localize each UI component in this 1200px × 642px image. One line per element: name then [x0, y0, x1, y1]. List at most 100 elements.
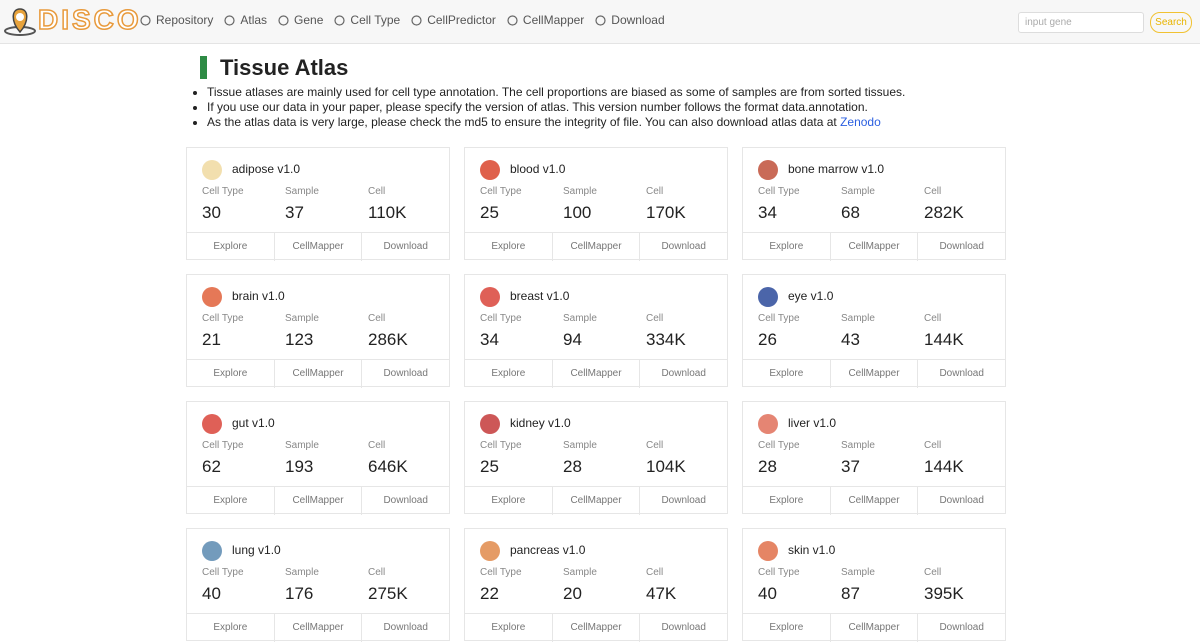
stat-label: Cell: [924, 567, 942, 578]
nav-item[interactable]: CellMapper: [507, 13, 584, 27]
card-action[interactable]: Explore: [491, 622, 526, 633]
stat-value: 193: [285, 457, 314, 476]
card-actions: Explore CellMapper Download: [743, 613, 1005, 642]
stat-value: 21: [202, 330, 221, 349]
stat-label: Cell Type: [480, 567, 522, 578]
tissue-icon: [758, 287, 778, 307]
tissue-name: lung v1.0: [232, 543, 281, 557]
card-action[interactable]: Explore: [213, 241, 248, 252]
search-input[interactable]: input gene: [1018, 12, 1144, 33]
stat-label: Cell: [368, 186, 386, 197]
stat-value: 43: [841, 330, 860, 349]
card-action[interactable]: Download: [639, 233, 727, 261]
nav-icon: [224, 14, 235, 26]
stat-label: Cell Type: [758, 186, 800, 197]
card-action[interactable]: Download: [361, 233, 449, 261]
card-action[interactable]: Download: [917, 360, 1005, 388]
nav-label[interactable]: CellPredictor: [427, 13, 496, 27]
card-action[interactable]: Download: [361, 614, 449, 642]
card-action[interactable]: CellMapper: [829, 487, 918, 515]
search-button[interactable]: Search: [1150, 12, 1192, 33]
card-action[interactable]: Download: [361, 487, 449, 515]
card-actions: Explore CellMapper Download: [743, 232, 1005, 261]
card-action[interactable]: CellMapper: [273, 360, 362, 388]
card-action[interactable]: CellMapper: [551, 360, 640, 388]
tissue-icon: [758, 160, 778, 180]
stat-label: Cell: [646, 186, 664, 197]
card-action[interactable]: Explore: [769, 241, 804, 252]
page-title: Tissue Atlas: [220, 55, 349, 80]
card-action[interactable]: CellMapper: [551, 233, 640, 261]
nav-item[interactable]: Download: [595, 13, 665, 27]
card-action[interactable]: CellMapper: [829, 360, 918, 388]
tissue-name: liver v1.0: [788, 416, 837, 430]
stat-value: 25: [480, 203, 499, 222]
card-action[interactable]: Explore: [491, 241, 526, 252]
tissue-icon: [758, 541, 778, 561]
stat-label: Sample: [841, 440, 875, 451]
card-action[interactable]: Explore: [769, 622, 804, 633]
stat-value: 123: [285, 330, 314, 349]
nav-label[interactable]: Gene: [294, 13, 324, 27]
card-action[interactable]: Explore: [491, 495, 526, 506]
stat-label: Sample: [841, 567, 875, 578]
tissue-icon: [480, 414, 500, 434]
stat-label: Cell Type: [202, 313, 244, 324]
page: DISCO Repository Atlas Gene Cell Type CellPr…: [0, 0, 1200, 607]
card-action[interactable]: Explore: [213, 622, 248, 633]
stat-label: Cell Type: [202, 567, 244, 578]
card-action[interactable]: Download: [639, 360, 727, 388]
tissue-name: kidney v1.0: [510, 416, 571, 430]
nav-item[interactable]: Atlas: [224, 13, 267, 27]
logo[interactable]: DISCO: [37, 3, 142, 36]
card-action[interactable]: Download: [361, 360, 449, 388]
card-action[interactable]: CellMapper: [551, 614, 640, 642]
stat-label: Cell Type: [480, 313, 522, 324]
stat-value: 275K: [368, 584, 408, 603]
nav-label[interactable]: Repository: [156, 13, 214, 27]
note: If you use our data in your paper, pleas…: [207, 100, 905, 115]
card-action[interactable]: Explore: [213, 495, 248, 506]
stat-value: 334K: [646, 330, 686, 349]
nav-item[interactable]: Cell Type: [334, 13, 400, 27]
card-action[interactable]: CellMapper: [829, 233, 918, 261]
tissue-icon: [480, 287, 500, 307]
nav-label[interactable]: Cell Type: [350, 13, 401, 27]
card-action[interactable]: Download: [917, 614, 1005, 642]
nav-label[interactable]: Download: [611, 13, 665, 27]
stat-label: Cell Type: [202, 440, 244, 451]
stat-value: 144K: [924, 330, 964, 349]
card-action[interactable]: CellMapper: [829, 614, 918, 642]
card-action[interactable]: CellMapper: [273, 487, 362, 515]
card-actions: Explore CellMapper Download: [465, 613, 727, 642]
card-action[interactable]: CellMapper: [551, 487, 640, 515]
stat-value: 20: [563, 584, 582, 603]
stat-value: 34: [758, 203, 777, 222]
stat-label: Sample: [563, 313, 597, 324]
card-action[interactable]: Download: [639, 487, 727, 515]
note: As the atlas data is very large, please …: [207, 115, 905, 130]
nav-item[interactable]: Repository: [140, 13, 213, 27]
stat-value: 34: [480, 330, 499, 349]
card-action[interactable]: Explore: [769, 368, 804, 379]
tissue-icon: [202, 160, 222, 180]
stat-value: 37: [841, 457, 860, 476]
nav-icon: [507, 14, 518, 26]
stat-value: 26: [758, 330, 777, 349]
card-action[interactable]: Explore: [213, 368, 248, 379]
tissue-name: blood v1.0: [510, 162, 566, 176]
stat-label: Sample: [841, 186, 875, 197]
card-action[interactable]: CellMapper: [273, 233, 362, 261]
card-action[interactable]: Explore: [491, 368, 526, 379]
nav-item[interactable]: Gene: [278, 13, 323, 27]
stat-value: 286K: [368, 330, 408, 349]
nav-label[interactable]: Atlas: [240, 13, 268, 27]
card-action[interactable]: CellMapper: [273, 614, 362, 642]
zenodo-link[interactable]: Zenodo: [840, 115, 881, 129]
nav-label[interactable]: CellMapper: [522, 13, 585, 27]
card-action[interactable]: Download: [639, 614, 727, 642]
nav-item[interactable]: CellPredictor: [411, 13, 496, 27]
card-action[interactable]: Explore: [769, 495, 804, 506]
card-action[interactable]: Download: [917, 233, 1005, 261]
card-action[interactable]: Download: [917, 487, 1005, 515]
